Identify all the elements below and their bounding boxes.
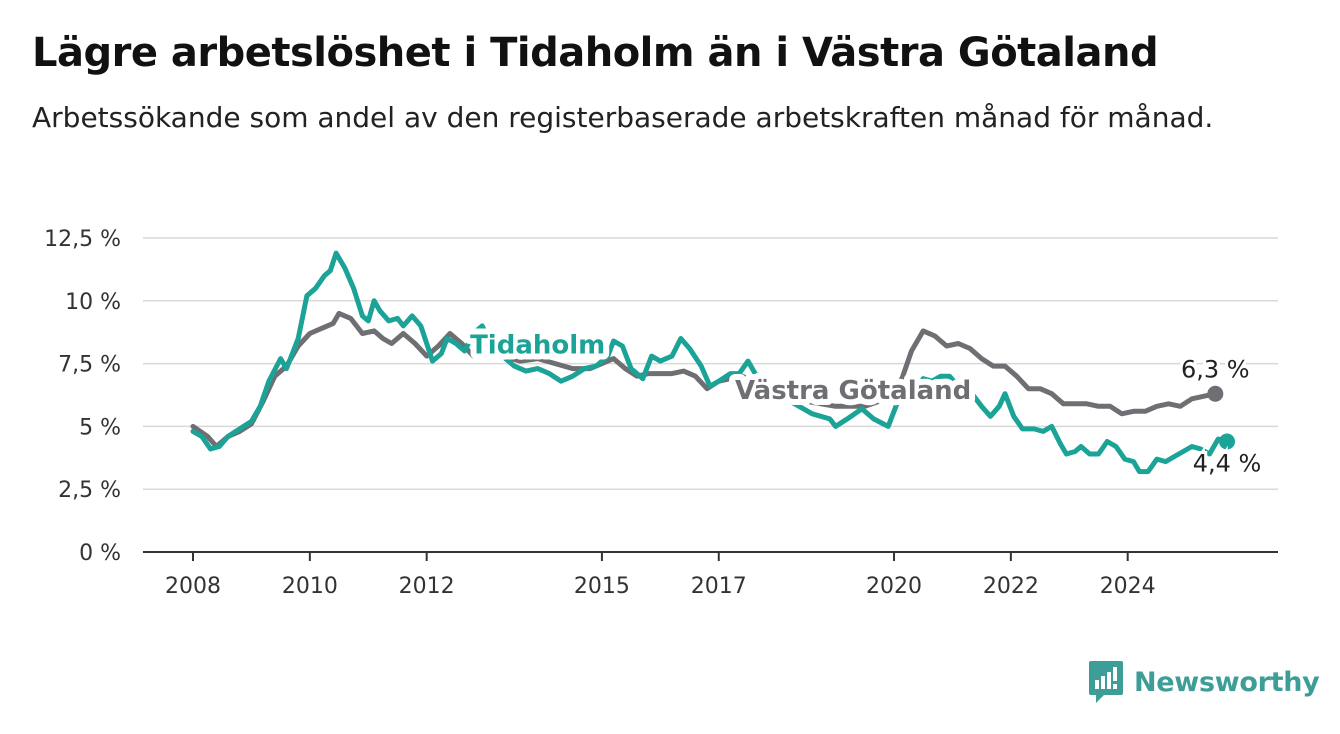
newsworthy-icon (1089, 661, 1123, 703)
series-line-v-stra-g-taland (190, 310, 1218, 449)
series-labels: Tidaholm Västra Götaland (464, 325, 977, 412)
x-tick-label: 2017 (691, 574, 747, 599)
end-value-label: 6,3 % (1181, 356, 1250, 384)
x-tick-label: 2024 (1100, 574, 1156, 599)
y-tick-label: 12,5 % (44, 227, 121, 252)
y-tick-label: 10 % (65, 290, 121, 315)
newsworthy-logo: Newsworthy (1088, 660, 1320, 704)
x-tick-label: 2022 (983, 574, 1039, 599)
gridlines (143, 237, 1278, 490)
series-lines (190, 250, 1230, 475)
chart-subtitle: Arbetssökande som andel av den registerb… (32, 101, 1214, 134)
y-axis-ticks: 0 % 2,5 % 5 % 7,5 % 10 % 12,5 % (44, 227, 121, 566)
x-tick-label: 2010 (282, 574, 338, 599)
x-tick-label: 2020 (866, 574, 922, 599)
brand-name: Newsworthy (1134, 666, 1320, 698)
end-marker (1219, 433, 1235, 450)
end-markers: 6,3 % 4,4 % (1178, 353, 1264, 481)
y-tick-label: 7,5 % (58, 353, 121, 378)
end-marker (1207, 385, 1224, 402)
x-axis: 2008 2010 2012 2015 2017 2020 2022 2024 (143, 551, 1278, 599)
series-label: Västra Götaland (735, 376, 971, 406)
end-value-label: 4,4 % (1193, 449, 1262, 477)
x-tick-label: 2012 (399, 574, 455, 599)
y-tick-label: 5 % (79, 415, 121, 440)
series-line-tidaholm (190, 250, 1230, 475)
x-tick-label: 2015 (574, 574, 630, 599)
chart-title: Lägre arbetslöshet i Tidaholm än i Västr… (32, 30, 1159, 76)
series-label: Tidaholm (470, 331, 605, 361)
x-tick-label: 2008 (165, 574, 221, 599)
y-tick-label: 0 % (79, 541, 121, 566)
y-tick-label: 2,5 % (58, 478, 121, 503)
